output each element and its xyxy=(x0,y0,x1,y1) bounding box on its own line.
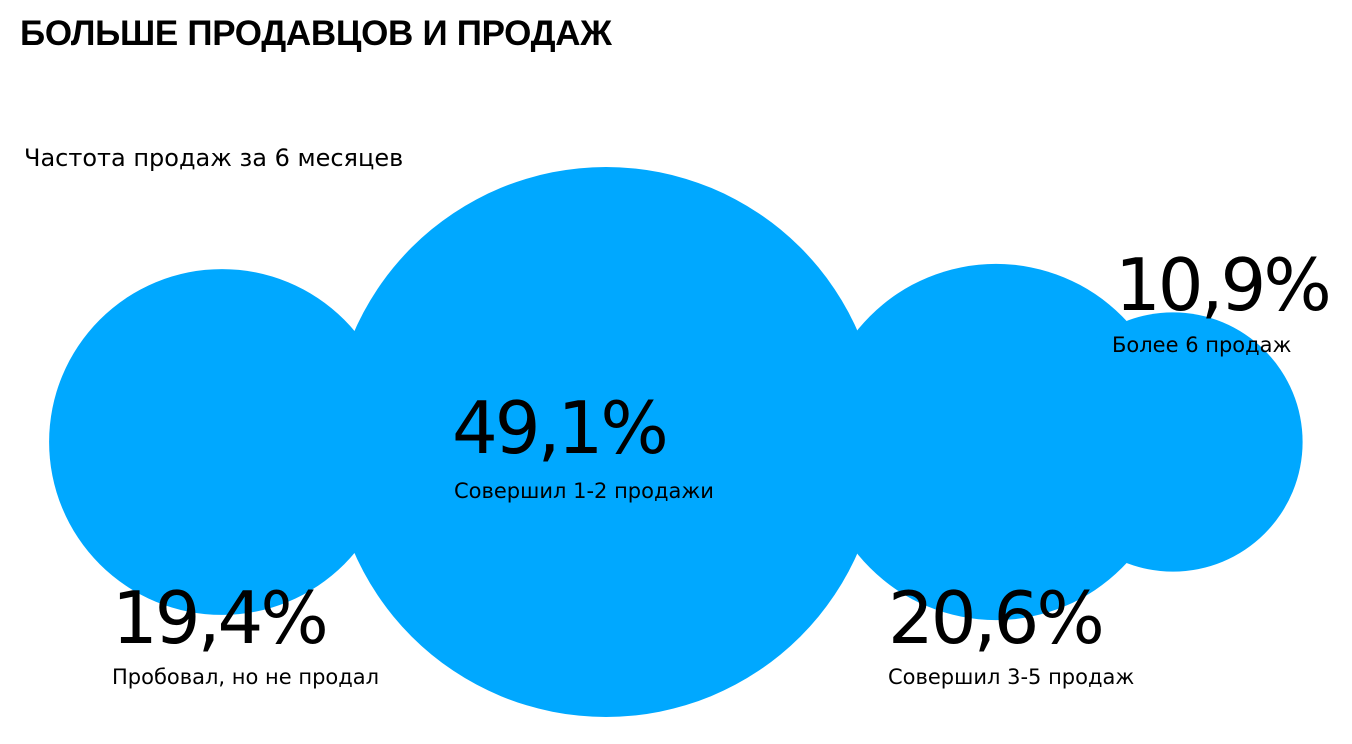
bubble-1 xyxy=(49,269,395,615)
bubble-4-value: 10,9% xyxy=(1115,243,1329,327)
chart-subtitle: Частота продаж за 6 месяцев xyxy=(24,144,404,172)
bubble-3-label: Совершил 3-5 продаж xyxy=(888,665,1134,689)
bubble-1-label: Пробовал, но не продал xyxy=(112,665,379,689)
bubble-3-value: 20,6% xyxy=(888,576,1102,660)
bubble-2-label: Совершил 1-2 продажи xyxy=(454,479,714,503)
bubble-2 xyxy=(331,167,881,717)
bubble-4 xyxy=(1043,312,1303,572)
bubble-2-value: 49,1% xyxy=(452,386,666,470)
bubble-1-value: 19,4% xyxy=(112,576,326,660)
bubble-4-label: Более 6 продаж xyxy=(1112,333,1292,357)
page-title: БОЛЬШЕ ПРОДАВЦОВ И ПРОДАЖ xyxy=(20,14,612,53)
